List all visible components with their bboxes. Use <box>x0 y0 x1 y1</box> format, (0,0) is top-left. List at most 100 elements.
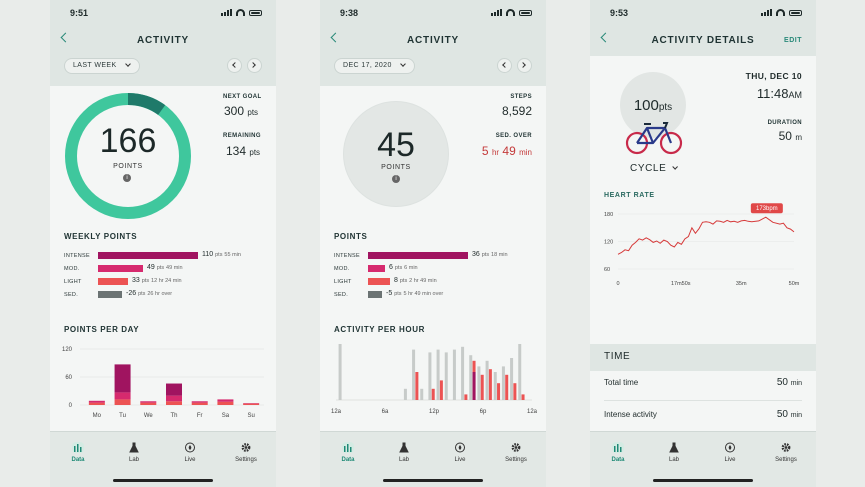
row-value: 36 pts 18 min <box>472 251 508 258</box>
edit-button[interactable]: EDIT <box>784 37 802 44</box>
bar-inactive <box>412 349 416 400</box>
sed-hours-unit: hr <box>491 148 500 157</box>
activity-per-hour-chart: 12a 6a 12p 6p 12a <box>331 344 538 415</box>
duration-label: DURATION <box>767 120 802 126</box>
tab-data[interactable]: Data <box>320 442 376 463</box>
previous-button[interactable] <box>227 58 242 73</box>
bar-light <box>415 372 419 400</box>
settings-icon <box>511 443 521 452</box>
y-tick-label: 0 <box>69 403 73 409</box>
row-duration: 2 hr 49 min <box>409 278 437 284</box>
row-duration-unit: min <box>173 265 183 271</box>
tab-label: Settings <box>775 457 797 463</box>
divider <box>604 400 802 401</box>
row-value: 6 pts 6 min <box>389 264 418 271</box>
row-points: 36 <box>472 251 480 258</box>
activity-points-value: 100 <box>633 97 659 114</box>
row-duration-unit: min <box>498 252 508 258</box>
y-tick-label: 120 <box>62 347 73 353</box>
signal-icon <box>221 9 232 16</box>
chevron-right-icon <box>520 62 526 68</box>
tab-live[interactable]: Live <box>162 442 218 463</box>
bar-intense <box>166 383 182 396</box>
steps-label: STEPS <box>510 94 532 100</box>
row-points: -26 <box>126 290 137 297</box>
x-tick-label: We <box>144 413 154 419</box>
tab-lab[interactable]: Lab <box>376 442 432 463</box>
period-dropdown[interactable]: LAST WEEK <box>64 58 140 74</box>
peak-badge <box>750 203 783 214</box>
row-value: 33 pts 12 hr 24 min <box>132 277 182 284</box>
next-goal-number: 300 <box>224 104 245 118</box>
period-label: LAST WEEK <box>73 62 117 69</box>
bar-light <box>166 401 182 405</box>
chevron-left-icon <box>502 62 508 68</box>
tab-bar: Data Lab Live Settings <box>320 431 546 487</box>
x-tick-label: 50m <box>789 281 800 287</box>
x-tick-label: 12a <box>331 409 342 415</box>
live-icon <box>455 442 465 453</box>
duration-unit: m <box>795 133 802 142</box>
activity-ampm: AM <box>788 90 803 100</box>
bar-inactive <box>501 366 505 400</box>
x-tick-label: 12p <box>429 409 440 415</box>
x-tick-label: 6p <box>480 409 487 415</box>
tab-label: Lab <box>668 457 679 463</box>
tab-label: Settings <box>505 457 527 463</box>
remaining-number: 134 <box>226 144 247 158</box>
live-icon <box>185 442 195 453</box>
activity-type: CYCLE <box>630 163 667 174</box>
chevron-down-icon <box>672 164 679 170</box>
time-row-unit: min <box>790 412 802 419</box>
tab-label: Live <box>724 457 736 463</box>
time-section-title: TIME <box>604 351 631 362</box>
bar-light <box>505 374 509 400</box>
tab-lab[interactable]: Lab <box>106 442 162 463</box>
row-points: 6 <box>389 264 393 271</box>
bar-inactive <box>420 388 424 400</box>
chevron-left-icon <box>232 62 238 68</box>
x-tick-label: 12a <box>527 409 538 415</box>
tab-settings[interactable]: Settings <box>488 442 544 463</box>
row-points-unit: pts <box>394 265 403 271</box>
bar-moderate <box>88 400 105 403</box>
battery-icon <box>789 9 802 16</box>
duration-value: 50 m <box>779 129 802 143</box>
info-icon[interactable]: i <box>123 174 131 182</box>
tab-lab[interactable]: Lab <box>646 442 702 463</box>
tab-data[interactable]: Data <box>590 442 646 463</box>
info-icon[interactable]: i <box>392 175 400 183</box>
row-label: INTENSE <box>64 253 90 259</box>
next-button[interactable] <box>517 58 532 73</box>
row-label: INTENSE <box>334 253 360 259</box>
tab-live[interactable]: Live <box>702 442 758 463</box>
date-dropdown[interactable]: DEC 17, 2020 <box>334 58 415 74</box>
row-points: -5 <box>386 290 393 297</box>
previous-button[interactable] <box>497 58 512 73</box>
row-label: SED. <box>64 292 79 298</box>
sed-minutes: 49 <box>502 144 516 158</box>
tab-live[interactable]: Live <box>432 442 488 463</box>
points-value: 166 <box>99 122 157 160</box>
bar-inactive <box>493 372 497 400</box>
tab-settings[interactable]: Settings <box>218 442 274 463</box>
tab-data[interactable]: Data <box>50 442 106 463</box>
weekly-points-title: WEEKLY POINTS <box>64 232 138 241</box>
tab-label: Lab <box>128 457 139 463</box>
next-button[interactable] <box>247 58 262 73</box>
row-duration: 12 hr 24 min <box>151 278 182 284</box>
activity-type-dropdown[interactable]: CYCLE <box>630 163 679 174</box>
signal-icon <box>491 9 502 16</box>
remaining-label: REMAINING <box>223 133 261 139</box>
row-duration: 18 <box>491 252 499 258</box>
time-row-number: 50 <box>776 409 788 420</box>
data-icon <box>342 442 354 453</box>
bar-inactive <box>403 388 407 400</box>
tab-settings[interactable]: Settings <box>758 442 814 463</box>
row-label: LIGHT <box>334 279 352 285</box>
time-row-unit: min <box>790 380 802 387</box>
activity-week-screen: 9:51 ACTIVITY LAST WEEK 166 POINTS i NEX… <box>50 0 276 487</box>
x-tick-label: Fr <box>197 413 203 419</box>
bar-light <box>513 383 517 400</box>
row-duration-unit: min <box>232 252 241 258</box>
